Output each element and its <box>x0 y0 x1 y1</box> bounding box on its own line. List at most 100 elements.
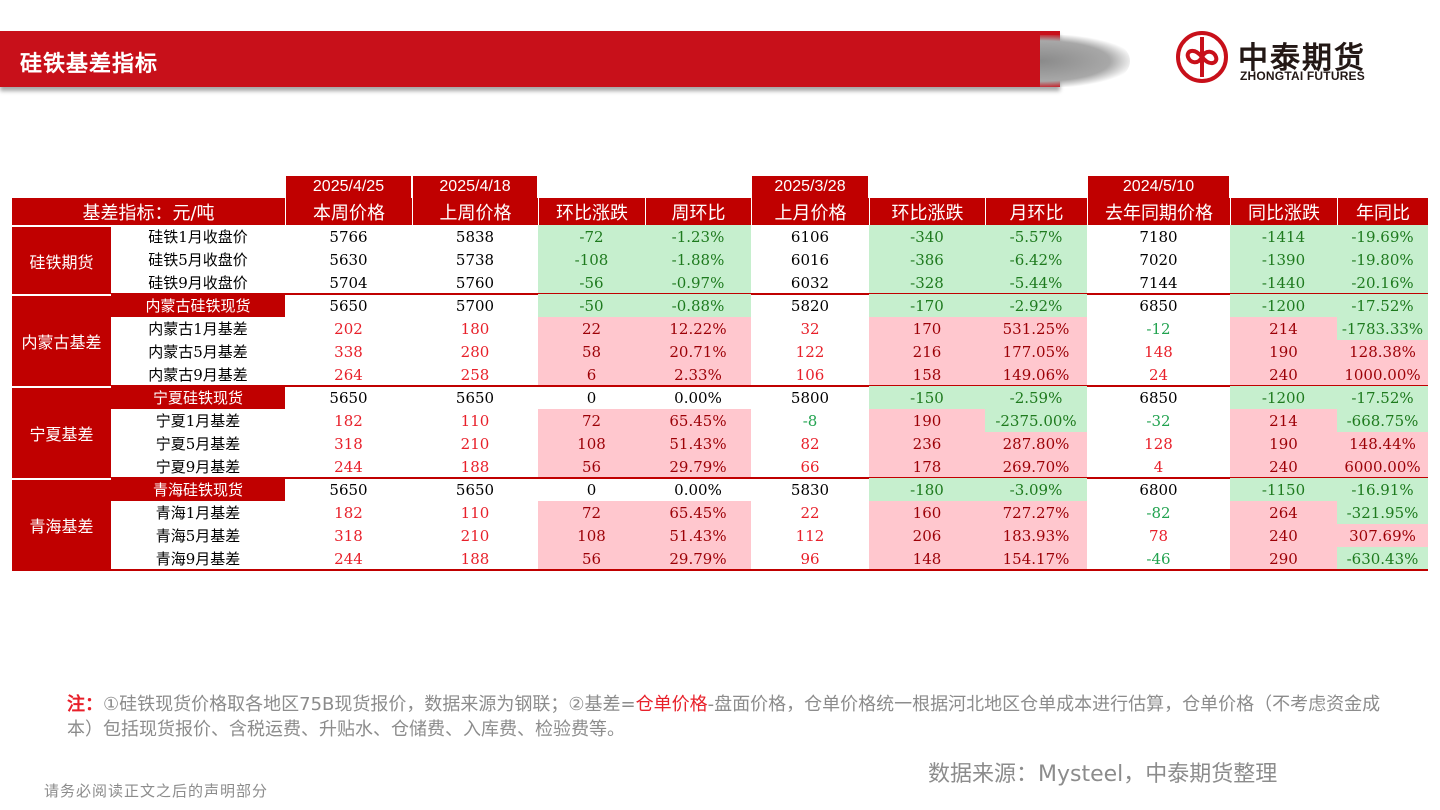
table-cell: 72 <box>538 501 645 524</box>
table-cell: -17.52% <box>1337 294 1428 317</box>
column-header-9: 同比涨跌 <box>1230 198 1337 225</box>
row-group-label: 青海基差 <box>12 478 111 570</box>
table-cell: 5766 <box>329 227 368 246</box>
footnote-text-2: -盘面价格，仓单价格统一根据河北地区仓单成本进行估算，仓单价格（不考虑资金成本）… <box>67 694 1381 740</box>
column-header-6: 环比涨跌 <box>869 198 985 225</box>
table-cell: -16.91% <box>1337 478 1428 501</box>
table-cell: -20.16% <box>1337 271 1428 294</box>
table-cell: -19.80% <box>1337 248 1428 271</box>
table-cell: 182 <box>334 503 363 522</box>
table-cell: 56 <box>538 455 645 478</box>
table-cell: 51.43% <box>645 432 751 455</box>
table-cell: 5704 <box>329 273 368 292</box>
table-cell: 5830 <box>790 480 830 499</box>
table-cell: 5650 <box>329 480 368 499</box>
table-cell: -72 <box>538 225 645 248</box>
table-cell: -3.09% <box>985 478 1087 501</box>
table-cell: -17.52% <box>1337 386 1428 409</box>
table-cell: 128.38% <box>1337 340 1428 363</box>
data-source: 数据来源：Mysteel，中泰期货整理 <box>928 762 1278 787</box>
footnote-text-1: ①硅铁现货价格取各地区75B现货报价，数据来源为钢联；②基差= <box>103 694 636 715</box>
title-bar-shadow <box>1040 35 1130 87</box>
table-cell: 148.44% <box>1337 432 1428 455</box>
table-cell: 264 <box>1230 501 1337 524</box>
table-cell: 177.05% <box>985 340 1087 363</box>
column-header-indicator: 基差指标：元/吨 <box>12 198 285 225</box>
column-header-5: 上月价格 <box>751 198 869 225</box>
table-cell: -1200 <box>1230 386 1337 409</box>
table-cell: 6106 <box>790 227 830 246</box>
table-cell: 66 <box>800 457 820 476</box>
table-cell: 170 <box>869 317 985 340</box>
table-cell: -170 <box>869 294 985 317</box>
company-logo: 中泰期货 ZHONGTAI FUTURES <box>1176 31 1406 89</box>
table-cell: -1414 <box>1230 225 1337 248</box>
row-name: 青海9月基差 <box>155 550 241 568</box>
table-cell: -1.23% <box>645 225 751 248</box>
table-cell: 280 <box>460 342 490 361</box>
table-cell: 183.93% <box>985 524 1087 547</box>
date-header-last-month: 2025/3/28 <box>751 176 869 198</box>
table-cell: 236 <box>869 432 985 455</box>
row-group-label: 硅铁期货 <box>12 225 111 294</box>
footnote: 注：①硅铁现货价格取各地区75B现货报价，数据来源为钢联；②基差=仓单价格-盘面… <box>67 692 1387 742</box>
table-cell: 240 <box>1230 363 1337 386</box>
table-cell: 0 <box>586 388 597 407</box>
table-cell: 110 <box>460 503 490 522</box>
table-cell: 7180 <box>1139 227 1178 246</box>
row-name: 硅铁9月收盘价 <box>148 274 248 292</box>
table-cell: -1200 <box>1230 294 1337 317</box>
table-cell: 56 <box>538 547 645 570</box>
table-cell: 6850 <box>1139 388 1178 407</box>
table-cell: 240 <box>1230 524 1337 547</box>
row-name: 宁夏硅铁现货 <box>111 386 285 409</box>
table-bottom-border <box>12 569 1428 571</box>
row-group-label: 内蒙古基差 <box>12 294 111 386</box>
table-cell: 4 <box>1153 457 1164 476</box>
table-cell: 110 <box>460 411 490 430</box>
basis-indicator-table: 2025/4/25 2025/4/18 2025/3/28 2024/5/10 基差指标… <box>12 176 1428 571</box>
table-cell: 32 <box>800 319 820 338</box>
table-cell: 290 <box>1230 547 1337 570</box>
table-cell: -340 <box>869 225 985 248</box>
row-name: 青海硅铁现货 <box>111 478 285 501</box>
table-cell: 188 <box>460 549 490 568</box>
table-cell: 190 <box>1230 340 1337 363</box>
table-cell: 5650 <box>455 388 495 407</box>
table-cell: 216 <box>869 340 985 363</box>
table-cell: 6000.00% <box>1337 455 1428 478</box>
table-cell: 190 <box>869 409 985 432</box>
table-cell: -1390 <box>1230 248 1337 271</box>
table-cell: 22 <box>800 503 820 522</box>
table-cell: 338 <box>334 342 363 361</box>
table-cell: 214 <box>1230 317 1337 340</box>
table-cell: 188 <box>460 457 490 476</box>
table-cell: 307.69% <box>1337 524 1428 547</box>
table-cell: 5630 <box>329 250 368 269</box>
table-cell: 5700 <box>455 296 495 315</box>
table-cell: 5820 <box>790 296 830 315</box>
table-cell: 7144 <box>1139 273 1178 292</box>
section-divider <box>111 293 1428 295</box>
table-cell: 24 <box>1148 365 1169 384</box>
table-cell: 58 <box>538 340 645 363</box>
table-cell: -630.43% <box>1337 547 1428 570</box>
table-cell: -668.75% <box>1337 409 1428 432</box>
column-header-2: 上周价格 <box>412 198 538 225</box>
disclaimer: 请务必阅读正文之后的声明部分 <box>44 782 269 800</box>
column-header-4: 周环比 <box>645 198 751 225</box>
table-cell: 6800 <box>1139 480 1178 499</box>
table-cell: 5760 <box>455 273 495 292</box>
row-name: 内蒙古1月基差 <box>148 320 248 338</box>
table-cell: -0.97% <box>645 271 751 294</box>
logo-chinese-name: 中泰期货 <box>1238 41 1366 76</box>
table-cell: -56 <box>538 271 645 294</box>
footnote-label: 注： <box>67 694 103 715</box>
table-cell: -1783.33% <box>1337 317 1428 340</box>
footnote-highlight: 仓单价格 <box>635 694 708 715</box>
table-cell: 180 <box>460 319 490 338</box>
table-cell: -32 <box>1146 411 1171 430</box>
table-cell: 78 <box>1148 526 1169 545</box>
page-title: 硅铁基差指标 <box>20 52 159 77</box>
table-cell: 149.06% <box>985 363 1087 386</box>
